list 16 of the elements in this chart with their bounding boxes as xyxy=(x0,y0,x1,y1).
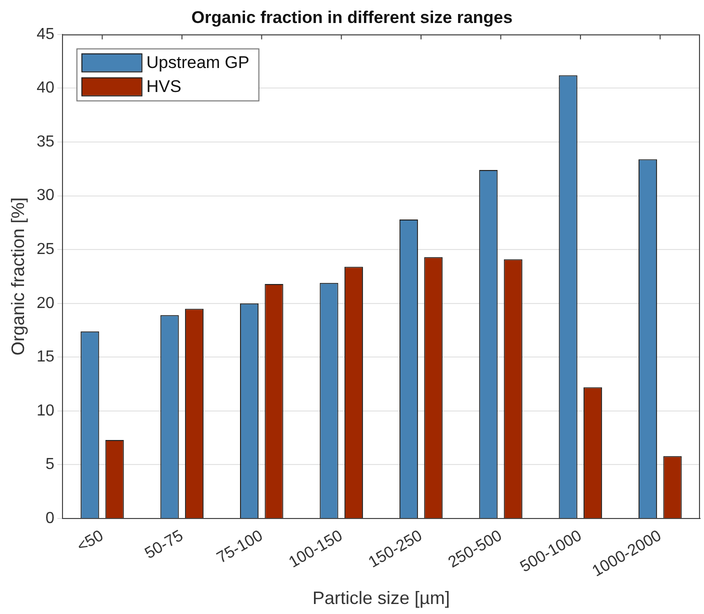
y-tick-label: 0 xyxy=(45,510,54,527)
y-tick-label: 30 xyxy=(36,187,54,204)
y-tick-label: 15 xyxy=(36,348,54,366)
chart-title: Organic fraction in different size ranges xyxy=(191,8,513,27)
y-tick-label: 25 xyxy=(36,240,54,258)
legend-label: HVS xyxy=(146,77,182,96)
y-tick-label: 20 xyxy=(36,294,54,312)
y-tick-label: 45 xyxy=(36,26,54,43)
y-tick-label: 35 xyxy=(36,133,54,150)
legend-label: Upstream GP xyxy=(146,53,250,72)
y-tick-label: 5 xyxy=(45,456,54,474)
y-tick-label: 10 xyxy=(36,402,54,420)
y-tick-label: 40 xyxy=(36,80,54,97)
x-axis-title: Particle size [µm] xyxy=(312,588,450,608)
y-axis-title: Organic fraction [%] xyxy=(8,197,28,356)
x-tick-label: <50 xyxy=(74,527,107,556)
